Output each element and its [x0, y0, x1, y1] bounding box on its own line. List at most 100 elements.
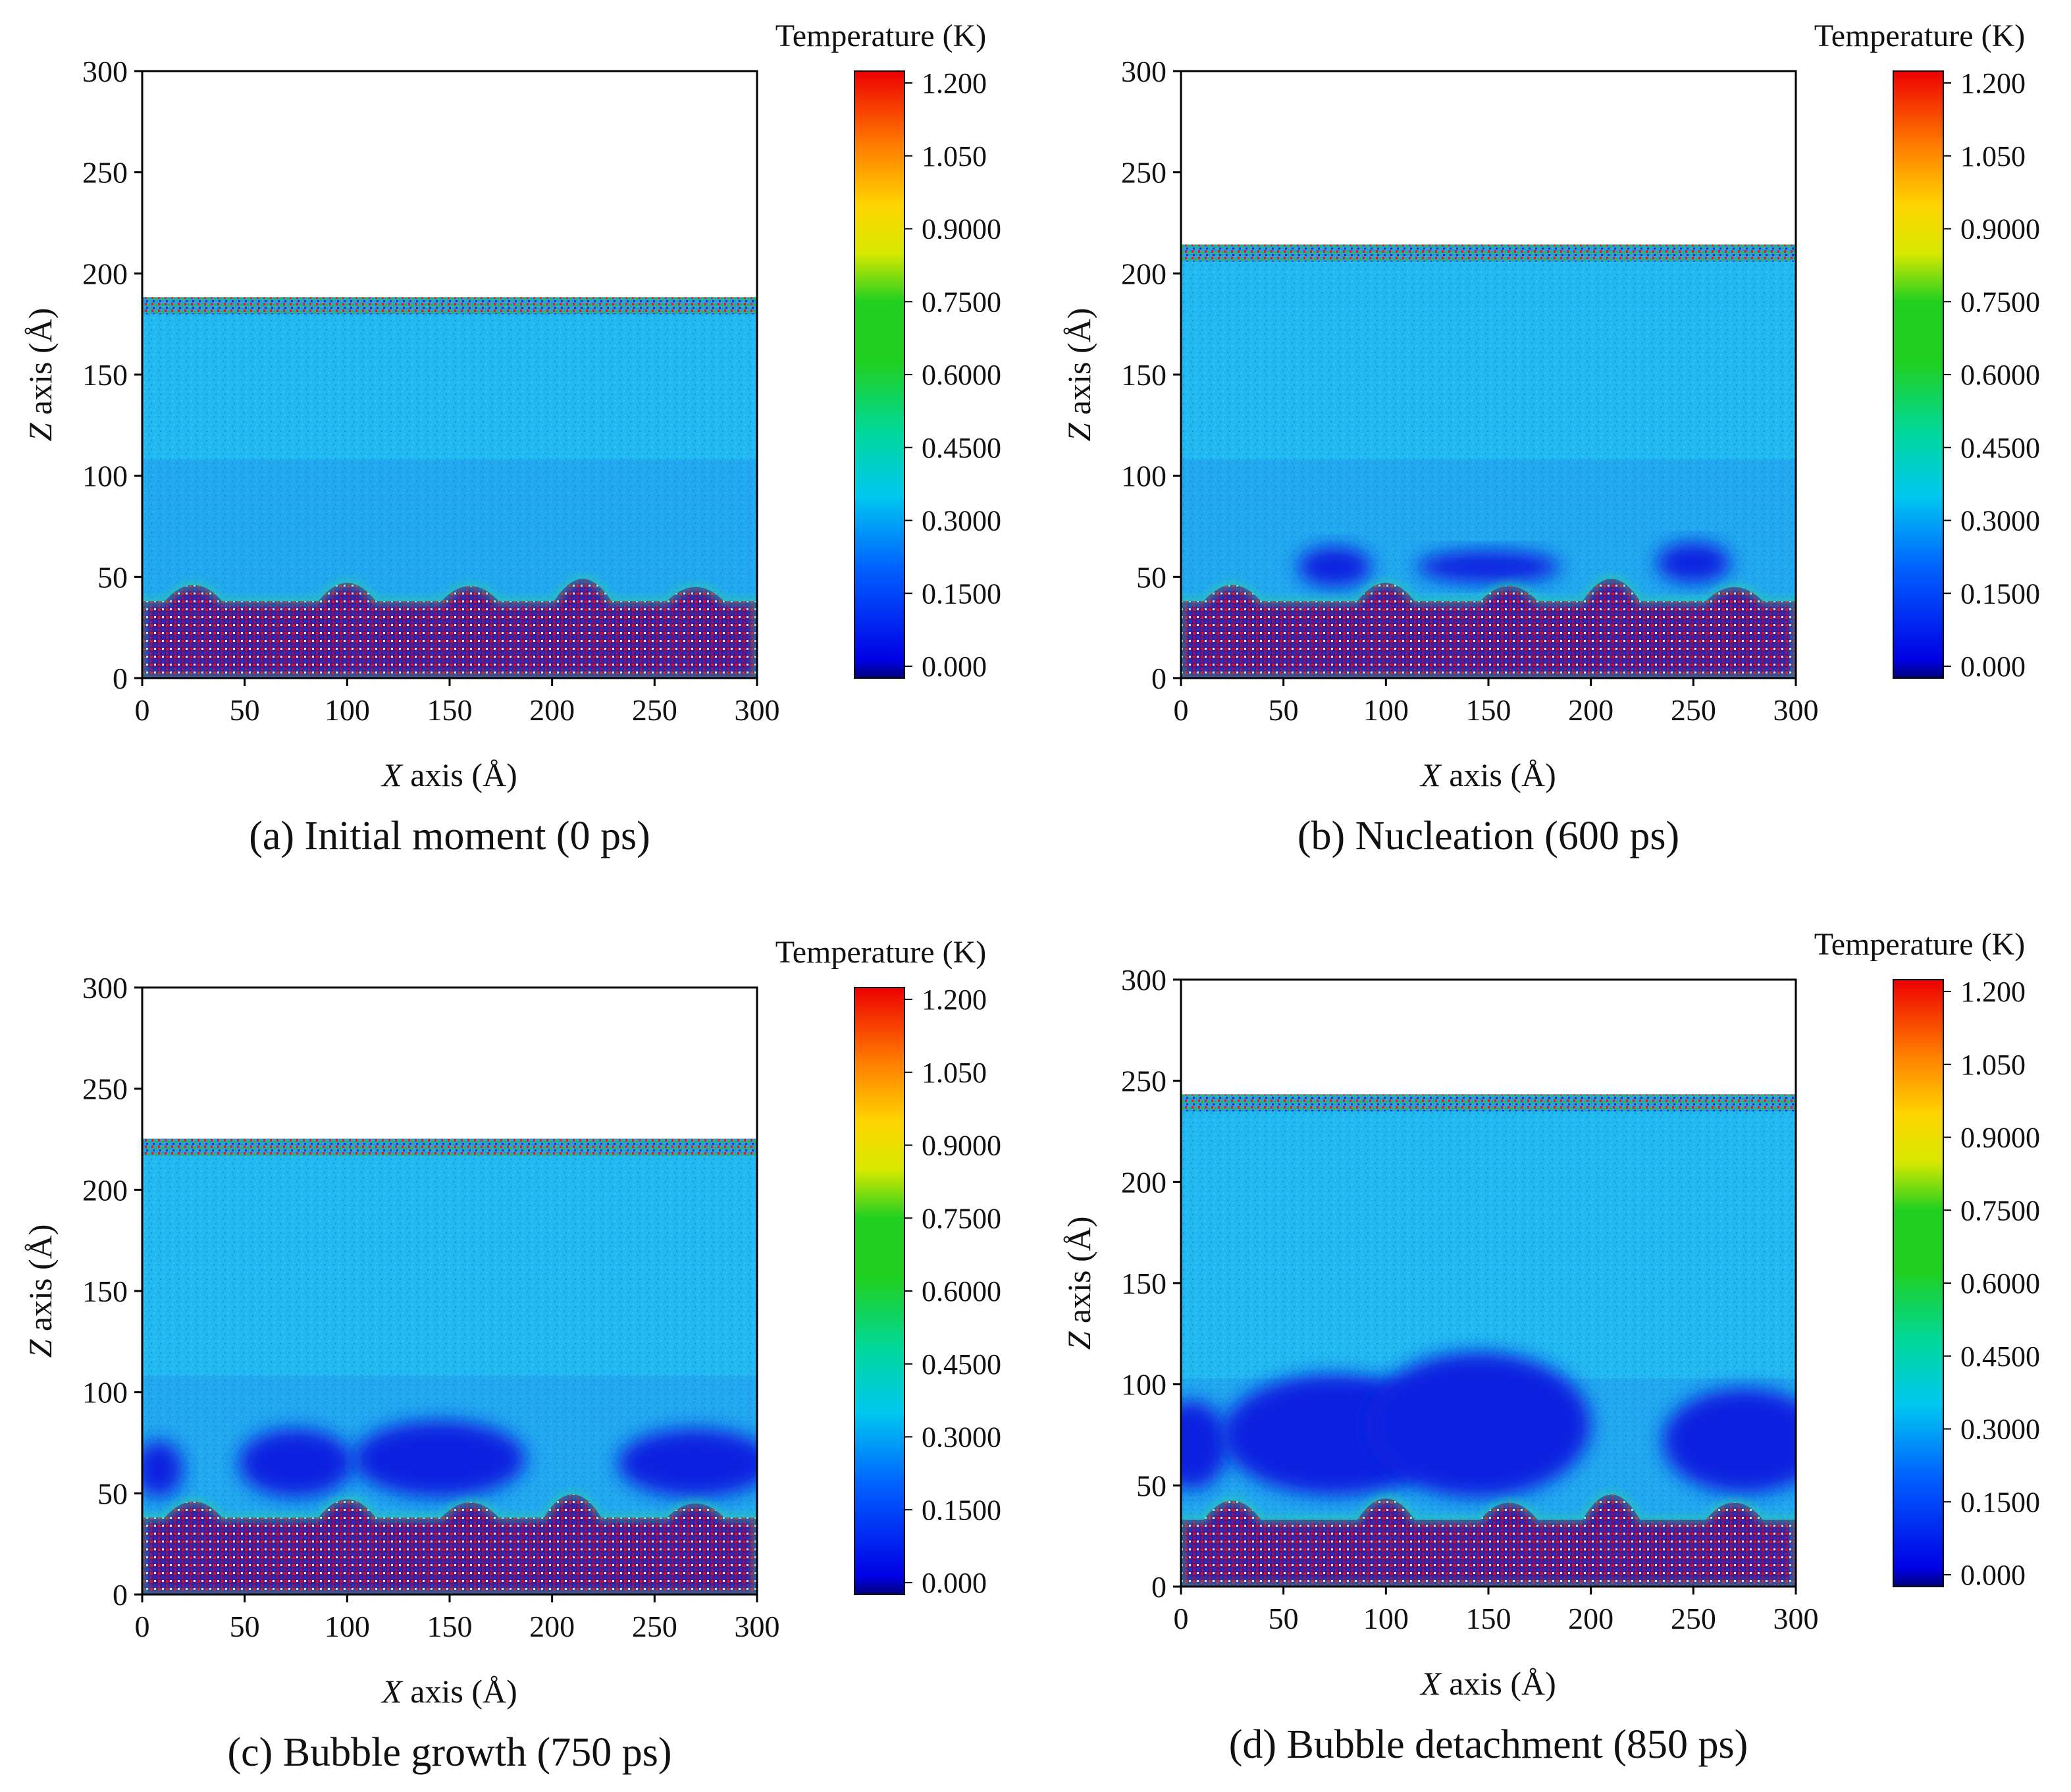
colorbar-tick-label: 1.050 — [922, 1057, 987, 1089]
y-tick-label: 250 — [82, 1072, 128, 1106]
y-tick-label: 50 — [97, 560, 128, 594]
plot-area — [142, 297, 757, 678]
x-tick-label: 300 — [1773, 1602, 1819, 1635]
colorbar-tick-label: 0.1500 — [1960, 1486, 2040, 1518]
x-tick-label: 250 — [1671, 1602, 1716, 1635]
solid-surface-halo — [142, 575, 757, 678]
x-tick-label: 200 — [529, 1610, 575, 1643]
y-axis-title-var: Z — [22, 1338, 59, 1357]
colorbar-tick-label: 0.1500 — [922, 1494, 1001, 1526]
colorbar-tick-label: 0.3000 — [922, 505, 1001, 537]
colorbar-tick-label: 0.3000 — [922, 1421, 1001, 1454]
y-tick-label: 300 — [82, 55, 128, 88]
y-axis-title-var: Z — [1061, 1331, 1097, 1350]
y-tick-label: 300 — [1121, 55, 1167, 88]
colorbar-tick-label: 0.6000 — [1960, 359, 2040, 391]
solid-surface-halo — [1181, 575, 1796, 678]
vapor-bubble-0 — [1298, 546, 1372, 587]
y-axis-title-var: Z — [22, 422, 59, 441]
y-tick-label: 0 — [113, 662, 128, 695]
panel-caption: (d) Bubble detachment (850 ps) — [1229, 1722, 1748, 1767]
colorbar-tick-label: 1.200 — [922, 984, 987, 1016]
y-tick-label: 300 — [82, 971, 128, 1005]
colorbar-tick-label: 0.6000 — [922, 359, 1001, 391]
y-tick-label: 0 — [1151, 1570, 1167, 1604]
x-tick-label: 100 — [1363, 1602, 1409, 1635]
y-axis-title-rest: axis (Å) — [1061, 1217, 1097, 1332]
x-axis-title-var: X — [380, 756, 404, 793]
colorbar-tick-label: 0.3000 — [1960, 1413, 2040, 1446]
y-tick-label: 250 — [1121, 1065, 1167, 1098]
x-tick-label: 0 — [1174, 1602, 1189, 1635]
y-tick-label: 250 — [82, 156, 128, 190]
colorbar-gradient — [854, 987, 905, 1595]
y-tick-label: 50 — [97, 1477, 128, 1510]
colorbar-tick-label: 0.9000 — [922, 1130, 1001, 1162]
colorbar-title: Temperature (K) — [1814, 927, 2025, 962]
x-tick-label: 0 — [1174, 693, 1189, 727]
y-tick-label: 0 — [113, 1578, 128, 1612]
plot-area — [142, 1138, 757, 1594]
vapor-bubble-3 — [1662, 1388, 1796, 1494]
liquid-region — [1181, 1097, 1796, 1587]
colorbar-title: Temperature (K) — [775, 18, 986, 53]
y-tick-label: 50 — [1136, 1469, 1167, 1502]
colorbar-tick-label: 0.6000 — [1960, 1267, 2040, 1300]
colorbar-title: Temperature (K) — [775, 935, 986, 970]
chart-panel-1: 0 50 100 150 200 250 300 0 50 100 150 200 250 300 X ax… — [1061, 18, 2040, 858]
colorbar-gradient — [1893, 979, 1944, 1587]
x-tick-label: 50 — [230, 1610, 260, 1643]
y-tick-label: 0 — [1151, 662, 1167, 695]
colorbar-tick-label: 0.9000 — [1960, 213, 2040, 246]
colorbar-tick-label: 0.000 — [1960, 1559, 2026, 1591]
vapor-bubble-1 — [238, 1428, 354, 1498]
x-tick-label: 100 — [325, 693, 370, 727]
x-tick-label: 0 — [135, 1610, 150, 1643]
chart-panel-0: 0 50 100 150 200 250 300 0 50 100 150 200 250 300 X ax… — [22, 18, 1001, 858]
x-tick-label: 250 — [632, 1610, 677, 1643]
x-tick-label: 0 — [135, 693, 150, 727]
y-tick-label: 200 — [1121, 1165, 1167, 1199]
y-tick-label: 250 — [1121, 156, 1167, 190]
colorbar-tick-label: 1.200 — [922, 67, 987, 99]
colorbar-tick-label: 0.4500 — [1960, 1340, 2040, 1373]
x-tick-label: 200 — [1568, 1602, 1613, 1635]
y-tick-label: 150 — [1121, 358, 1167, 392]
x-axis-title: X axis (Å) — [1419, 1665, 1556, 1702]
plot-area — [1181, 1094, 1796, 1587]
colorbar-tick-label: 0.9000 — [1960, 1122, 2040, 1154]
x-tick-label: 250 — [1671, 693, 1716, 727]
colorbar-tick-label: 0.6000 — [922, 1275, 1001, 1307]
x-tick-label: 50 — [1269, 1602, 1299, 1635]
x-axis-title-var: X — [1419, 756, 1442, 793]
vapor-bubble-2 — [1656, 542, 1731, 583]
y-axis-title-var: Z — [1061, 422, 1097, 441]
colorbar-tick-label: 0.9000 — [922, 213, 1001, 246]
colorbar-tick-label: 0.000 — [922, 650, 987, 683]
colorbar-tick-label: 0.000 — [922, 1567, 987, 1599]
x-tick-label: 150 — [1466, 693, 1511, 727]
x-tick-label: 200 — [1568, 693, 1613, 727]
x-axis-title-rest: axis (Å) — [402, 1673, 517, 1710]
colorbar-gradient — [1893, 70, 1944, 679]
y-axis-title-rest: axis (Å) — [22, 1225, 59, 1340]
colorbar-tick-label: 0.3000 — [1960, 505, 2040, 537]
top-interface-strip — [142, 1138, 757, 1156]
x-tick-label: 50 — [1269, 693, 1299, 727]
vapor-bubble-0 — [142, 1440, 184, 1498]
vapor-bubble-0 — [1181, 1400, 1228, 1490]
y-tick-label: 150 — [82, 1275, 128, 1308]
chart-panel-3: 0 50 100 150 200 250 300 0 50 100 150 200 250 300 X ax… — [1061, 927, 2040, 1767]
colorbar-title: Temperature (K) — [1814, 18, 2025, 53]
vapor-bubble-1 — [1417, 550, 1560, 583]
y-tick-label: 100 — [1121, 1368, 1167, 1402]
top-interface-strip — [1181, 1094, 1796, 1112]
colorbar-tick-label: 1.050 — [922, 140, 987, 172]
y-tick-label: 200 — [82, 257, 128, 290]
x-axis-title: X axis (Å) — [1419, 756, 1556, 793]
x-tick-label: 200 — [529, 693, 575, 727]
x-axis-title-var: X — [380, 1673, 404, 1710]
colorbar-tick-label: 1.200 — [1960, 67, 2026, 99]
plot-area — [1181, 244, 1796, 678]
